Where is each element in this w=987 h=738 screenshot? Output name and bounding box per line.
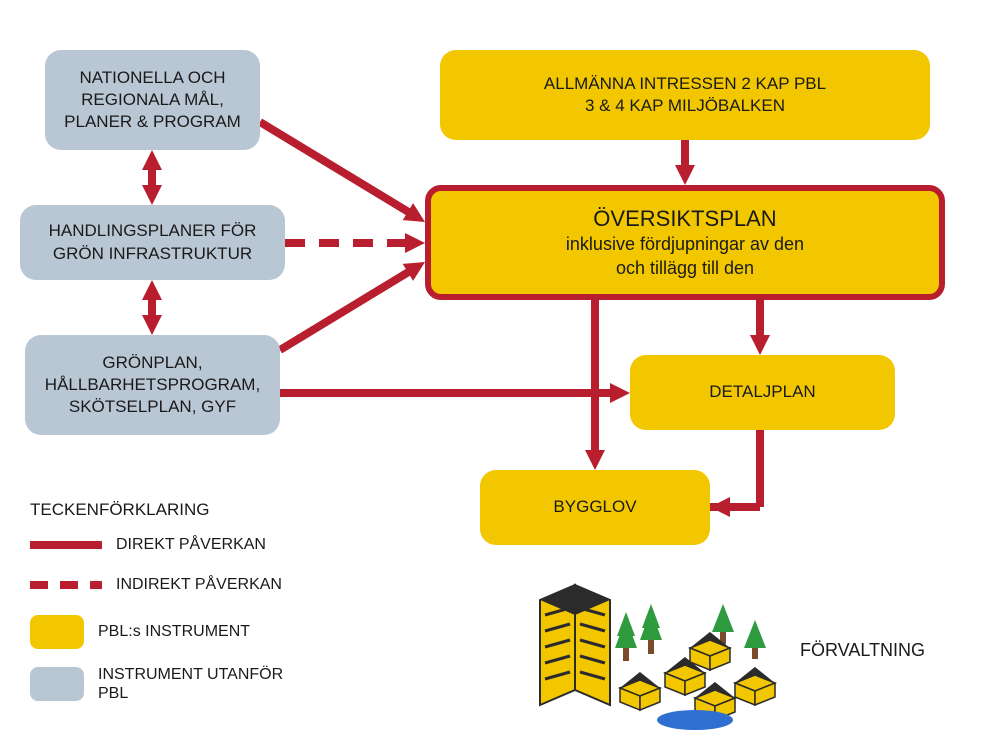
node-building-permit: BYGGLOV xyxy=(480,470,710,545)
master-plan-title: ÖVERSIKTSPLAN xyxy=(593,205,776,234)
node-public-interests: ALLMÄNNA INTRESSEN 2 KAP PBL 3 & 4 KAP M… xyxy=(440,50,930,140)
legend-direct: DIREKT PÅVERKAN xyxy=(30,535,266,554)
legend-direct-label: DIREKT PÅVERKAN xyxy=(116,535,266,554)
node-green-plan: GRÖNPLAN, HÅLLBARHETSPROGRAM, SKÖTSELPLA… xyxy=(25,335,280,435)
legend-line-solid-icon xyxy=(30,541,102,549)
label-management: FÖRVALTNING xyxy=(800,640,925,661)
city-illustration-icon xyxy=(520,570,780,730)
legend-swatch-blue-icon xyxy=(30,667,84,701)
legend-title: TECKENFÖRKLARING xyxy=(30,500,209,520)
legend-indirect-label: INDIREKT PÅVERKAN xyxy=(116,575,282,594)
node-master-plan: ÖVERSIKTSPLAN inklusive fördjupningar av… xyxy=(425,185,945,300)
node-action-plans: HANDLINGSPLANER FÖR GRÖN INFRASTRUKTUR xyxy=(20,205,285,280)
legend-non-pbl-label: INSTRUMENT UTANFÖR PBL xyxy=(98,665,283,703)
legend-pbl-instrument: PBL:s INSTRUMENT xyxy=(30,615,250,649)
master-plan-subtitle: inklusive fördjupningar av den och tillä… xyxy=(566,233,804,280)
legend-swatch-yellow-icon xyxy=(30,615,84,649)
node-national-goals: NATIONELLA OCH REGIONALA MÅL, PLANER & P… xyxy=(45,50,260,150)
node-detail-plan: DETALJPLAN xyxy=(630,355,895,430)
legend-indirect: INDIREKT PÅVERKAN xyxy=(30,575,282,594)
legend-line-dashed-icon xyxy=(30,581,102,589)
legend-non-pbl-instrument: INSTRUMENT UTANFÖR PBL xyxy=(30,665,283,703)
legend-pbl-label: PBL:s INSTRUMENT xyxy=(98,622,250,641)
